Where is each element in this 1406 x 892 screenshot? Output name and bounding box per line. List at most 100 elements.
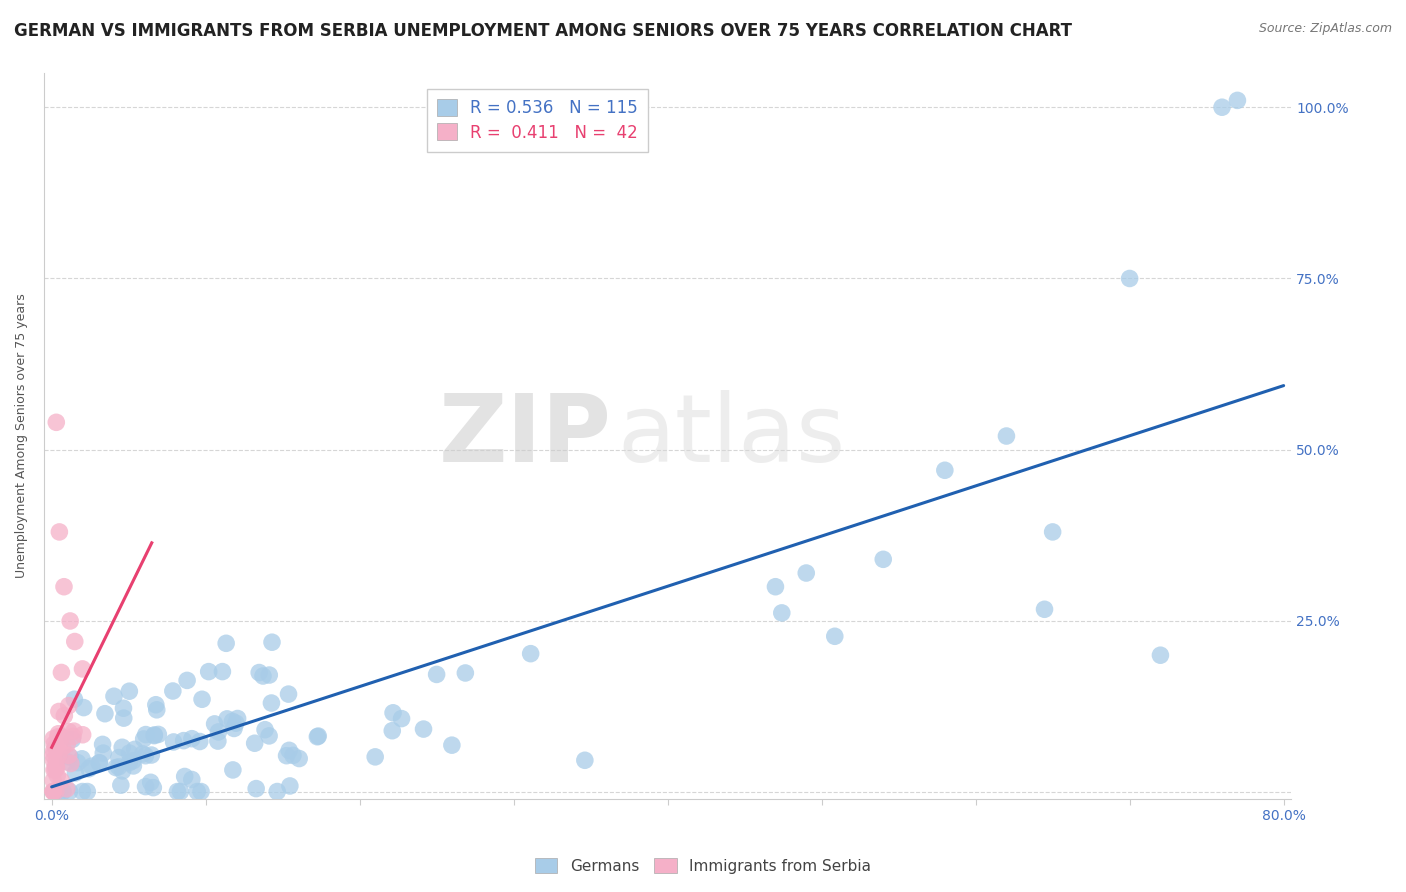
Point [259,668,281,682]
Point [42,747,65,762]
Point [186,784,208,798]
Point [48,705,70,719]
Point [135,728,157,742]
Point [934,463,956,477]
Point [72,728,94,742]
Point [260,696,283,710]
Point [770,606,793,620]
Point [66,756,89,770]
Point [1042,524,1064,539]
Point [42,784,65,798]
Point [148,727,170,741]
Point [188,734,211,748]
Point [46,730,69,744]
Point [221,714,243,729]
Point [51,730,73,744]
Point [169,784,191,798]
Point [382,706,405,720]
Point [222,722,245,736]
Point [58,724,80,739]
Point [197,665,219,679]
Point [89,756,111,770]
Point [145,698,167,712]
Point [307,729,329,743]
Point [42,763,65,777]
Point [131,747,153,761]
Point [56,737,79,751]
Point [207,725,229,739]
Point [59,750,82,764]
Point [118,756,141,770]
Point [254,723,277,737]
Text: GERMAN VS IMMIGRANTS FROM SERBIA UNEMPLOYMENT AMONG SENIORS OVER 75 YEARS CORREL: GERMAN VS IMMIGRANTS FROM SERBIA UNEMPLO… [14,22,1071,40]
Point [215,712,238,726]
Point [63,692,86,706]
Point [162,684,184,698]
Point [276,748,298,763]
Point [162,735,184,749]
Point [44,784,66,798]
Point [94,706,117,721]
Point [134,780,156,794]
Point [1149,648,1171,663]
Point [76,784,98,798]
Point [63,634,86,648]
Point [204,717,226,731]
Text: atlas: atlas [617,390,846,482]
Point [56,755,79,769]
Point [42,773,65,788]
Point [80,759,103,773]
Text: Source: ZipAtlas.com: Source: ZipAtlas.com [1258,22,1392,36]
Point [44,763,66,777]
Point [173,733,195,747]
Point [63,724,86,739]
Point [62,730,84,744]
Point [108,750,131,764]
Point [58,784,80,798]
Point [89,756,111,770]
Point [247,665,270,680]
Point [252,669,274,683]
Point [277,687,299,701]
Point [139,775,162,789]
Point [1033,602,1056,616]
Point [55,781,77,796]
Point [49,784,72,798]
Point [107,760,129,774]
Point [59,614,82,628]
Text: ZIP: ZIP [439,390,612,482]
Point [307,730,329,744]
Point [51,665,73,680]
Point [58,748,80,763]
Y-axis label: Unemployment Among Seniors over 75 years: Unemployment Among Seniors over 75 years [15,293,28,578]
Point [381,723,404,738]
Point [143,729,166,743]
Point [60,732,83,747]
Point [122,754,145,768]
Point [65,765,87,780]
Point [440,738,463,752]
Point [42,737,65,751]
Point [141,747,163,762]
Point [46,768,69,782]
Point [59,756,82,771]
Point [574,753,596,767]
Point [412,722,434,736]
Point [48,747,70,762]
Point [122,759,145,773]
Point [765,580,787,594]
Point [91,738,114,752]
Point [288,751,311,765]
Point [132,731,155,746]
Point [112,711,135,725]
Point [243,736,266,750]
Point [211,665,233,679]
Point [45,740,67,755]
Point [794,566,817,580]
Point [52,740,75,755]
Point [104,761,127,775]
Point [173,769,195,783]
Legend: Germans, Immigrants from Serbia: Germans, Immigrants from Serbia [529,852,877,880]
Point [143,728,166,742]
Point [42,784,65,798]
